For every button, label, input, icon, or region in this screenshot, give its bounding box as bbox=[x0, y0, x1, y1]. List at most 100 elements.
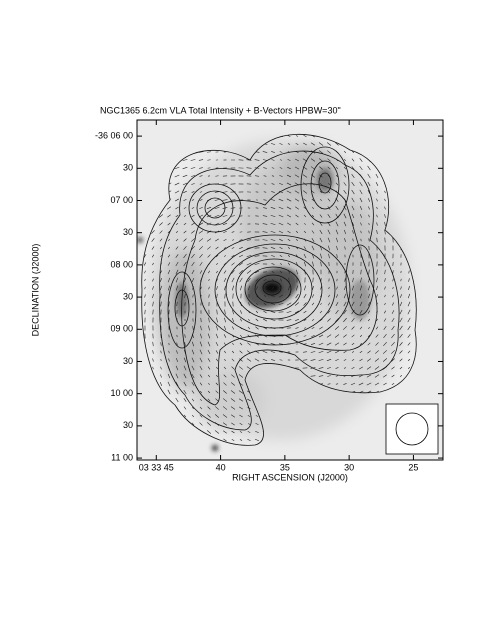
b-vector bbox=[326, 342, 332, 346]
b-vector bbox=[318, 142, 324, 146]
b-vector bbox=[302, 359, 308, 361]
b-vector bbox=[303, 310, 307, 314]
b-vector bbox=[160, 342, 162, 346]
b-vector bbox=[208, 278, 210, 282]
b-vector bbox=[311, 190, 315, 194]
b-vector bbox=[231, 374, 235, 378]
b-vector bbox=[303, 335, 307, 337]
b-vector bbox=[351, 174, 355, 178]
b-vector bbox=[207, 254, 211, 258]
b-vector bbox=[399, 342, 403, 346]
b-vector bbox=[382, 350, 388, 354]
b-vector bbox=[191, 373, 195, 379]
b-vector bbox=[175, 269, 179, 275]
b-vector bbox=[246, 270, 252, 274]
b-vector bbox=[352, 277, 354, 283]
b-vector bbox=[199, 167, 203, 169]
b-vector bbox=[246, 254, 252, 258]
b-vector bbox=[175, 277, 179, 283]
b-vector bbox=[191, 230, 195, 234]
b-vector bbox=[335, 367, 339, 369]
b-vector bbox=[303, 253, 307, 259]
b-vector bbox=[199, 406, 203, 410]
b-vector bbox=[295, 230, 299, 234]
b-vector bbox=[383, 318, 387, 322]
b-vector bbox=[318, 375, 324, 377]
b-vector bbox=[198, 222, 204, 226]
chart-title: NGC1365 6.2cm VLA Total Intensity + B-Ve… bbox=[100, 105, 341, 115]
b-vector bbox=[271, 167, 275, 169]
b-vector bbox=[159, 382, 163, 386]
b-vector bbox=[272, 286, 274, 290]
b-vector bbox=[175, 231, 179, 233]
b-vector bbox=[344, 246, 346, 250]
x-tick-label: 25 bbox=[408, 462, 418, 472]
b-vector bbox=[358, 382, 364, 386]
b-vector bbox=[287, 143, 291, 145]
b-vector bbox=[376, 294, 378, 298]
b-vector bbox=[231, 270, 235, 274]
b-vector bbox=[343, 309, 347, 315]
b-vector bbox=[167, 373, 171, 379]
b-vector bbox=[335, 205, 339, 211]
b-vector bbox=[352, 230, 354, 234]
b-vector bbox=[270, 303, 276, 305]
b-vector bbox=[407, 342, 411, 346]
b-vector bbox=[318, 158, 324, 162]
b-vector bbox=[351, 351, 355, 353]
b-vector bbox=[200, 333, 202, 339]
b-vector bbox=[152, 262, 154, 266]
b-vector bbox=[366, 366, 372, 370]
b-vector bbox=[320, 261, 322, 267]
b-vector bbox=[238, 374, 244, 378]
b-vector bbox=[182, 158, 188, 162]
contours bbox=[141, 133, 417, 446]
b-vector bbox=[232, 343, 234, 345]
b-vector bbox=[215, 325, 219, 331]
b-vector bbox=[207, 374, 211, 378]
b-vector bbox=[207, 414, 211, 418]
b-vector bbox=[334, 334, 340, 338]
b-vector bbox=[200, 325, 202, 331]
b-vector bbox=[231, 285, 235, 291]
b-vector bbox=[216, 286, 218, 290]
b-vector bbox=[407, 325, 411, 331]
b-vector bbox=[376, 230, 378, 234]
b-vector bbox=[223, 430, 227, 434]
b-vector bbox=[359, 197, 363, 203]
b-vector bbox=[191, 422, 195, 426]
b-vector bbox=[263, 199, 267, 201]
b-vector bbox=[327, 375, 331, 377]
b-vector bbox=[151, 246, 155, 250]
b-vector bbox=[335, 302, 339, 306]
b-vector bbox=[199, 183, 203, 185]
b-vector bbox=[255, 310, 259, 314]
b-vector bbox=[384, 214, 386, 218]
b-vector bbox=[382, 358, 388, 362]
b-vector bbox=[215, 382, 219, 386]
b-vector bbox=[271, 279, 275, 281]
b-vector bbox=[279, 143, 283, 145]
b-vector bbox=[263, 310, 267, 314]
b-vector bbox=[144, 270, 146, 274]
b-vector bbox=[359, 181, 363, 187]
b-vector bbox=[175, 246, 179, 250]
b-vector bbox=[286, 190, 292, 194]
b-vector bbox=[175, 238, 179, 242]
b-vector bbox=[208, 383, 210, 385]
b-vector bbox=[255, 278, 259, 282]
b-vector bbox=[384, 269, 386, 275]
b-vector bbox=[303, 214, 307, 218]
b-vector bbox=[262, 231, 268, 233]
b-vector bbox=[376, 198, 378, 202]
b-vector bbox=[351, 342, 355, 346]
b-vector bbox=[279, 254, 283, 258]
b-vector bbox=[224, 309, 226, 315]
b-vector bbox=[287, 262, 291, 266]
b-vector bbox=[223, 270, 227, 274]
b-vector bbox=[310, 174, 316, 178]
b-vector bbox=[270, 143, 276, 145]
b-vector bbox=[183, 238, 187, 242]
b-vector bbox=[208, 317, 210, 323]
b-vector bbox=[239, 350, 243, 354]
